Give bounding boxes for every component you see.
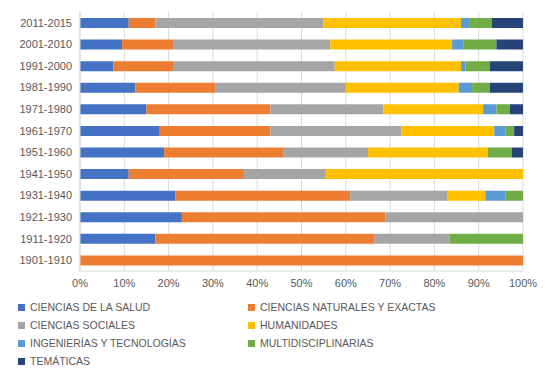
svg-text:80%: 80% <box>423 277 445 289</box>
html-text:CIENCIAS NATURALES Y EXACTAS: CIENCIAS NATURALES Y EXACTAS <box>260 301 436 313</box>
svg-text:30%: 30% <box>202 277 224 289</box>
svg-text:60%: 60% <box>335 277 357 289</box>
html-text:CIENCIAS DE LA SALUD: CIENCIAS DE LA SALUD <box>30 301 151 313</box>
html-text:INGENIERÍAS Y TECNOLOGÍAS: INGENIERÍAS Y TECNOLOGÍAS <box>30 337 186 349</box>
html-text:MULTIDISCIPLINARIAS: MULTIDISCIPLINARIAS <box>260 337 374 349</box>
svg-text:90%: 90% <box>468 277 490 289</box>
svg-text:1961-1970: 1961-1970 <box>19 125 72 137</box>
svg-text:10%: 10% <box>113 277 135 289</box>
svg-text:1911-1920: 1911-1920 <box>20 233 72 245</box>
html-text:CIENCIAS SOCIALES: CIENCIAS SOCIALES <box>30 319 135 331</box>
svg-text:1921-1930: 1921-1930 <box>19 211 72 223</box>
svg-text:1931-1940: 1931-1940 <box>19 189 72 201</box>
svg-text:2001-2010: 2001-2010 <box>19 38 72 50</box>
svg-text:1981-1990: 1981-1990 <box>19 81 72 93</box>
svg-text:1941-1950: 1941-1950 <box>19 168 72 180</box>
svg-text:1991-2000: 1991-2000 <box>19 60 72 72</box>
svg-text:70%: 70% <box>379 277 401 289</box>
html-text:TEMÁTICAS: TEMÁTICAS <box>30 355 91 367</box>
svg-text:1901-1910: 1901-1910 <box>19 254 72 266</box>
svg-text:20%: 20% <box>158 277 180 289</box>
svg-text:1951-1960: 1951-1960 <box>19 146 72 158</box>
html-text:HUMANIDADES: HUMANIDADES <box>260 319 338 331</box>
svg-text:40%: 40% <box>246 277 268 289</box>
svg-text:0%: 0% <box>72 277 88 289</box>
svg-text:100%: 100% <box>509 277 537 289</box>
svg-text:50%: 50% <box>290 277 312 289</box>
svg-text:1971-1980: 1971-1980 <box>19 103 72 115</box>
svg-text:2011-2015: 2011-2015 <box>20 17 72 29</box>
